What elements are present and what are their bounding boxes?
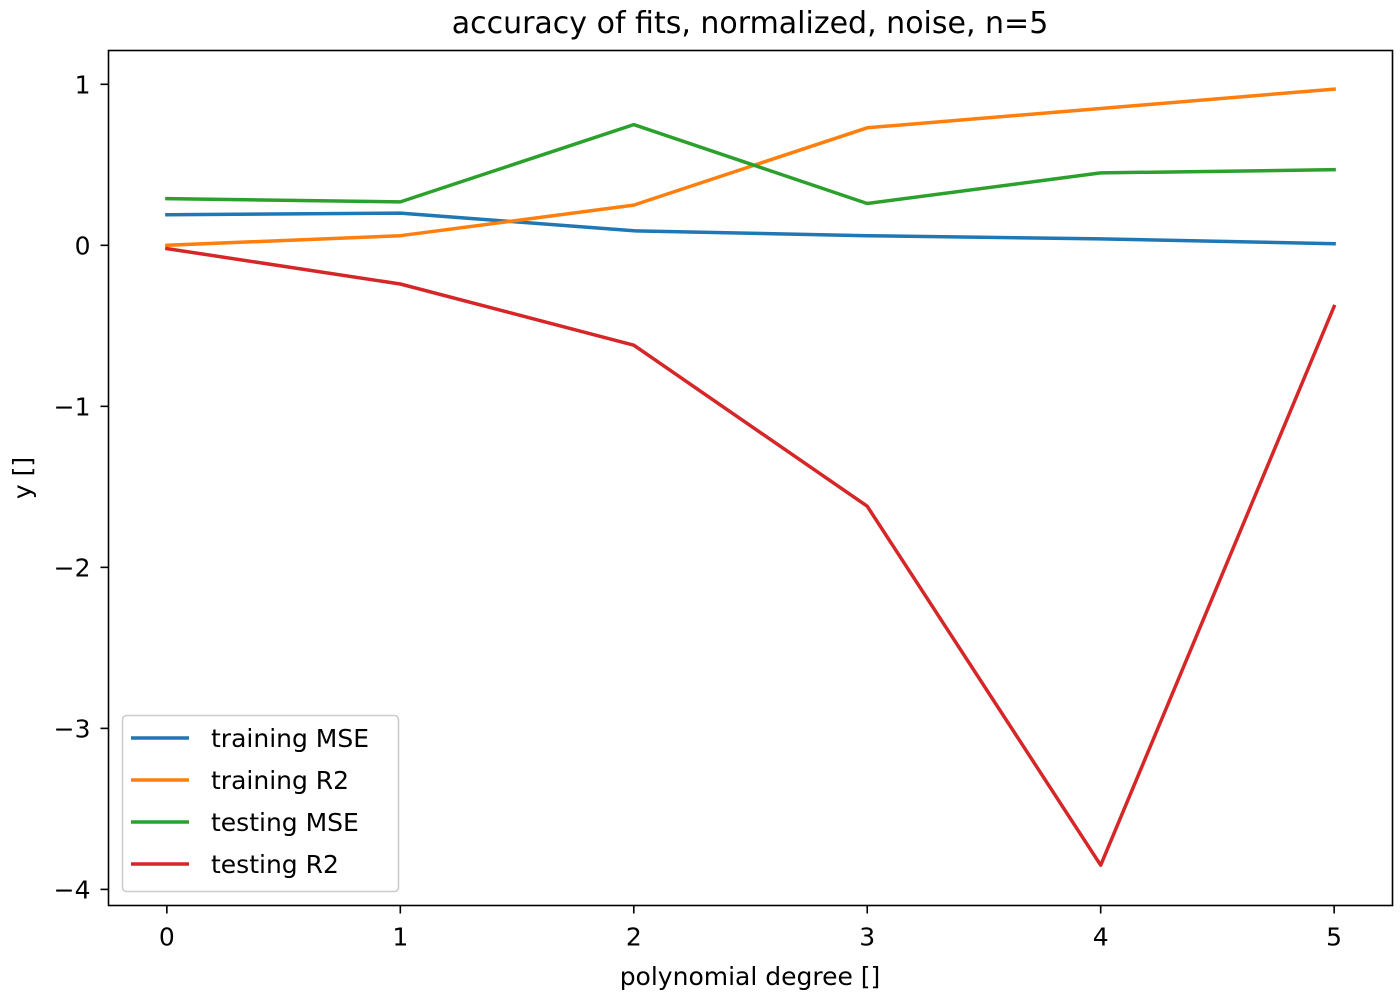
x-tick-label: 2 xyxy=(626,923,642,952)
y-tick-label: −1 xyxy=(54,392,91,421)
legend-label-1: training R2 xyxy=(211,766,349,795)
y-tick-label: −4 xyxy=(54,875,91,904)
x-tick-label: 4 xyxy=(1093,923,1109,952)
x-axis-label: polynomial degree [] xyxy=(620,962,881,991)
x-tick-label: 0 xyxy=(159,923,175,952)
plot-frame xyxy=(107,49,1394,907)
legend: training MSE training R2 testing MSE testin… xyxy=(121,714,400,893)
x-tick-label: 3 xyxy=(859,923,875,952)
series-line-0 xyxy=(165,211,1336,246)
legend-label-3: testing R2 xyxy=(211,850,339,879)
y-tick-label: −2 xyxy=(54,553,91,582)
legend-label-2: testing MSE xyxy=(211,808,359,837)
series-layer xyxy=(164,87,1337,867)
y-tick-label: 0 xyxy=(75,231,91,260)
x-tick-label: 1 xyxy=(392,923,408,952)
axes-layer: 0 1 2 3 4 5 1 0 −1 −2 −3 −4 xyxy=(54,70,1342,951)
series-line-3 xyxy=(164,246,1337,867)
x-tick-label: 5 xyxy=(1326,923,1342,952)
legend-label-0: training MSE xyxy=(211,724,369,753)
series-line-1 xyxy=(165,87,1336,248)
y-tick-label: 1 xyxy=(75,70,91,99)
series-line-2 xyxy=(165,122,1336,206)
y-axis-label: y [] xyxy=(8,457,37,499)
y-tick-label: −3 xyxy=(54,714,91,743)
chart-title: accuracy of fits, normalized, noise, n=5 xyxy=(452,6,1049,41)
legend-frame xyxy=(121,714,400,893)
